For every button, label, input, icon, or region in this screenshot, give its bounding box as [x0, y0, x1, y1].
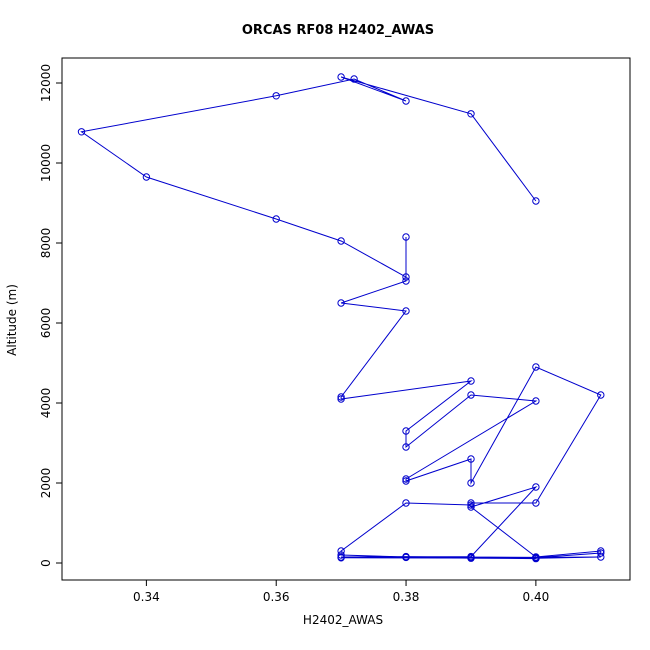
x-tick-label: 0.34	[133, 590, 160, 604]
data-point-marker	[337, 237, 345, 245]
data-point-marker	[467, 455, 475, 463]
data-point-marker	[402, 233, 410, 241]
data-point-marker	[337, 73, 345, 81]
data-point-marker	[532, 363, 540, 371]
x-tick-label: 0.40	[523, 590, 550, 604]
data-point-marker	[532, 554, 540, 563]
chart-title: ORCAS RF08 H2402_AWAS	[242, 23, 434, 38]
data-point-marker	[402, 307, 410, 315]
data-point-marker	[337, 551, 345, 559]
data-point-marker	[337, 395, 345, 403]
data-series	[77, 73, 605, 563]
data-point-marker	[467, 499, 475, 507]
x-tick-label: 0.38	[393, 590, 420, 604]
data-point-marker	[402, 443, 410, 451]
data-point-marker	[467, 554, 475, 562]
data-point-marker	[402, 553, 410, 562]
data-point-marker	[597, 391, 605, 399]
data-point-marker	[337, 299, 345, 307]
y-tick-label: 12000	[39, 64, 53, 102]
data-point-marker	[532, 499, 540, 507]
data-point-marker	[467, 391, 475, 399]
data-point-marker	[77, 128, 86, 136]
y-tick-label: 4000	[39, 388, 53, 419]
data-point-marker	[467, 377, 475, 385]
data-point-marker	[337, 393, 345, 401]
data-point-marker	[402, 273, 410, 281]
x-tick-label: 0.36	[263, 590, 290, 604]
data-point-marker	[337, 554, 345, 562]
data-point-marker	[532, 397, 540, 405]
data-point-marker	[402, 427, 410, 435]
data-point-marker	[402, 475, 410, 483]
data-point-marker	[467, 110, 475, 118]
data-point-marker	[467, 503, 475, 511]
data-point-marker	[532, 483, 540, 491]
y-axis-label: Altitude (m)	[5, 284, 19, 356]
data-point-marker	[350, 75, 358, 83]
axis-ticks: 0.34 0.36 0.38 0.40 0 2000 4000 6000 8000 10000 12…	[39, 64, 549, 604]
data-point-marker	[402, 97, 410, 105]
series-line	[80, 76, 602, 560]
y-tick-label: 6000	[39, 308, 53, 339]
y-tick-label: 2000	[39, 468, 53, 499]
data-point-marker	[272, 92, 280, 100]
plot-frame	[61, 57, 631, 581]
y-tick-label: 10000	[39, 144, 53, 182]
data-point-marker	[402, 277, 410, 285]
data-point-marker	[402, 477, 410, 485]
data-point-marker	[532, 197, 540, 205]
data-point-marker	[467, 501, 475, 509]
data-point-marker	[142, 173, 151, 181]
y-tick-label: 0	[39, 559, 53, 567]
y-tick-label: 8000	[39, 228, 53, 259]
data-point-marker	[272, 215, 280, 223]
data-point-marker	[597, 549, 605, 557]
data-point-marker	[597, 553, 605, 561]
data-point-marker	[467, 479, 475, 487]
data-point-marker	[402, 499, 410, 507]
x-axis-label: H2402_AWAS	[303, 613, 383, 627]
